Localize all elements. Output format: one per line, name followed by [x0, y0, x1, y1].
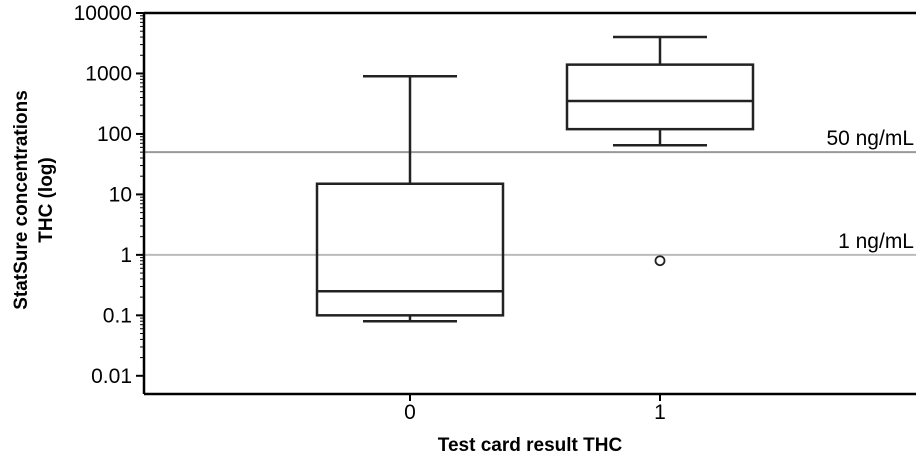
y-tick-label: 100: [97, 123, 132, 146]
x-tick-label: 0: [404, 401, 416, 424]
y-tick-label: 10000: [74, 2, 132, 25]
box-iqr: [315, 182, 505, 317]
box-iqr: [565, 63, 755, 131]
y-tick-label: 1000: [85, 62, 132, 85]
y-axis-title-line-2: THC (log): [36, 157, 57, 242]
outlier-point: [654, 255, 666, 267]
reference-line-label: 1 ng/mL: [838, 230, 914, 253]
x-tick-label: 1: [654, 401, 666, 424]
y-tick-label: 10: [109, 183, 132, 206]
labels-layer: Test card result THC StatSure concentrat…: [11, 2, 914, 456]
axes-layer: [136, 11, 916, 401]
y-axis-title-line-1: StatSure concentrations: [11, 90, 32, 310]
y-tick-label: 1: [120, 244, 132, 267]
reference-lines-layer: [144, 151, 916, 256]
y-tick-label: 0.01: [91, 365, 132, 388]
reference-line-label: 50 ng/mL: [826, 127, 914, 150]
x-axis-title: Test card result THC: [438, 435, 623, 456]
y-tick-label: 0.1: [103, 304, 132, 327]
boxes-layer: [315, 35, 755, 323]
